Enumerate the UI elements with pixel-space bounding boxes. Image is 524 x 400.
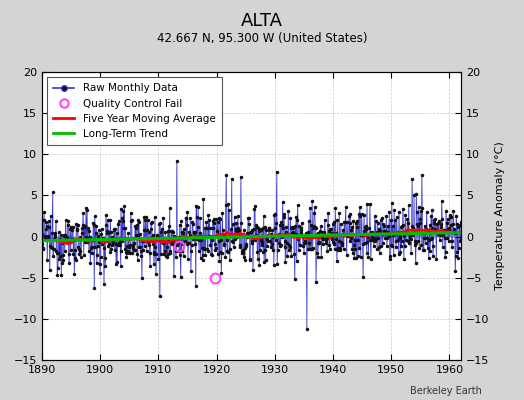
Y-axis label: Temperature Anomaly (°C): Temperature Anomaly (°C) [495,142,505,290]
Text: Berkeley Earth: Berkeley Earth [410,386,482,396]
Legend: Raw Monthly Data, Quality Control Fail, Five Year Moving Average, Long-Term Tren: Raw Monthly Data, Quality Control Fail, … [47,77,222,145]
Text: ALTA: ALTA [241,12,283,30]
Text: 42.667 N, 95.300 W (United States): 42.667 N, 95.300 W (United States) [157,32,367,45]
